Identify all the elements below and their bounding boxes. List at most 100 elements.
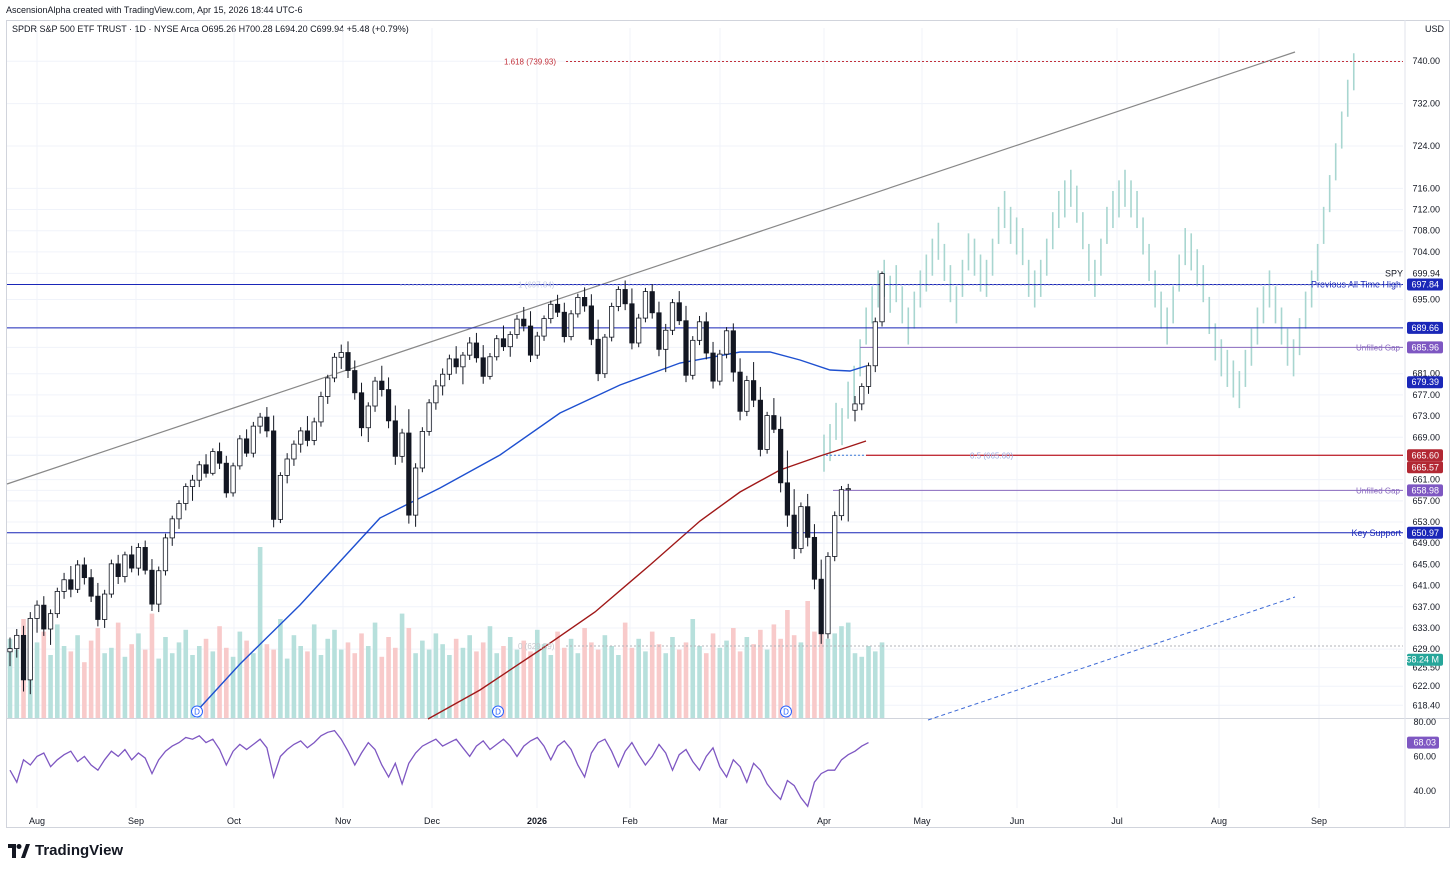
candle-body <box>825 556 831 635</box>
volume-bar <box>399 613 405 718</box>
volume-bar <box>420 640 425 718</box>
level-label: Key Support <box>1351 528 1401 538</box>
candle-body <box>548 303 554 320</box>
candle-body <box>865 365 872 387</box>
volume-bar <box>555 631 560 718</box>
price-axis-label: 645.00 <box>1412 559 1440 569</box>
tradingview-logo-icon <box>8 843 30 858</box>
price-axis-label: 712.00 <box>1412 205 1440 215</box>
volume-bar <box>771 624 777 718</box>
price-axis-label: 732.00 <box>1412 99 1440 109</box>
candle-body <box>690 339 696 376</box>
price-tag-label: 665.60 <box>1411 450 1439 460</box>
symbol-legend[interactable]: SPDR S&P 500 ETF TRUST · 1D · NYSE Arca … <box>12 24 409 34</box>
volume-bar <box>163 637 168 718</box>
volume-bar <box>136 633 141 718</box>
candle-body <box>717 353 723 382</box>
volume-bar <box>88 640 94 718</box>
candle-body <box>811 536 818 580</box>
volume-bar <box>7 638 13 718</box>
fib-label: 1 (697.84) <box>518 281 555 290</box>
volume-bar <box>785 610 790 718</box>
candle-body <box>791 514 797 549</box>
candle-body <box>534 335 540 356</box>
volume-bar <box>224 647 229 718</box>
volume-bar <box>291 635 297 718</box>
volume-bar <box>41 631 47 718</box>
candle-body <box>304 430 311 441</box>
volume-bar <box>345 642 351 718</box>
candle-body <box>676 302 682 322</box>
volume-bar <box>825 638 831 718</box>
price-tag <box>1407 278 1443 291</box>
volume-bar <box>426 649 432 718</box>
candle-body <box>406 432 412 516</box>
candle-body <box>379 380 385 390</box>
volume-bar <box>589 642 594 718</box>
price-tag-label: 58.24 M <box>1406 655 1439 665</box>
volume-bar <box>109 647 114 718</box>
volume-bar <box>278 619 283 718</box>
volume-bar <box>338 649 344 718</box>
candle-body <box>446 358 453 375</box>
volume-bar <box>514 649 520 718</box>
price-axis-label: 677.00 <box>1412 390 1440 400</box>
candle-body <box>656 312 662 350</box>
volume-bar <box>460 647 466 718</box>
candle-body <box>426 402 432 432</box>
volume-bar <box>447 655 452 718</box>
price-axis-label: 704.00 <box>1412 247 1440 257</box>
volume-bar <box>352 653 358 718</box>
candle-body <box>257 416 263 427</box>
candle-body <box>284 458 290 476</box>
volume-bar <box>683 642 689 718</box>
candle-body <box>730 330 736 373</box>
volume-bar <box>284 658 290 718</box>
volume-bar <box>595 649 601 718</box>
volume-bar <box>562 647 567 718</box>
volume-bar <box>845 622 851 718</box>
candle-body <box>507 334 513 348</box>
volume-bar <box>122 656 128 718</box>
candle-body <box>318 396 324 423</box>
price-tag-label: 689.66 <box>1411 323 1439 333</box>
volume-bar <box>629 647 635 718</box>
chart-frame <box>6 20 1450 828</box>
time-axis-label: Oct <box>227 816 242 826</box>
candle-body <box>183 486 189 504</box>
candle-body <box>575 297 581 315</box>
volume-bar <box>156 658 162 718</box>
time-axis-label: Jun <box>1010 816 1025 826</box>
time-axis-label: Feb <box>622 816 638 826</box>
candle-body <box>480 357 486 377</box>
price-tag-label: 665.57 <box>1411 462 1439 472</box>
price-axis-label: 641.00 <box>1412 581 1440 591</box>
candle-body <box>683 320 689 376</box>
candle-body <box>34 604 40 619</box>
tradingview-logo[interactable]: TradingView <box>8 842 123 859</box>
volume-bar <box>670 637 675 718</box>
volume-bar <box>859 656 865 718</box>
candle-body <box>277 475 284 520</box>
volume-bar <box>521 640 527 718</box>
volume-bar <box>839 626 844 718</box>
volume-bar <box>798 642 804 718</box>
price-axis-label: 661.00 <box>1412 475 1440 485</box>
chart-credit: AscensionAlpha created with TradingView.… <box>6 5 303 15</box>
volume-bar <box>102 653 107 718</box>
dividend-marker <box>191 705 203 718</box>
candle-body <box>54 591 60 615</box>
candle-body <box>568 313 574 338</box>
volume-bar <box>325 638 331 718</box>
ma50-line <box>195 351 867 713</box>
volume-bar <box>298 646 303 718</box>
volume-bar <box>852 653 858 718</box>
candle-body <box>467 342 473 356</box>
currency-label[interactable]: USD <box>1424 24 1444 34</box>
rsi-tag-label: 68.03 <box>1413 738 1436 748</box>
volume-bar <box>14 649 20 718</box>
price-tag <box>1407 449 1443 462</box>
candle-body <box>879 273 885 323</box>
candle-body <box>602 336 608 375</box>
